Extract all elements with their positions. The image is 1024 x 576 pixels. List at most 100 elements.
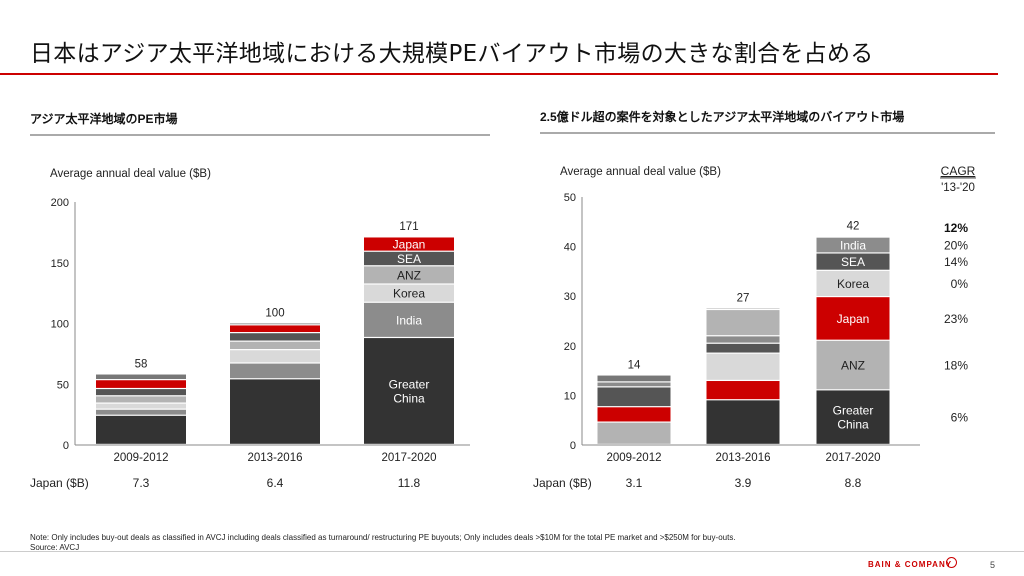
right-bar-segment <box>597 375 671 382</box>
right-japan-value: 3.1 <box>626 476 643 490</box>
footnote: Note: Only includes buy-out deals as cla… <box>30 533 736 553</box>
right-japan-row-label: Japan ($B) <box>533 476 592 490</box>
right-x-tick-label: 2013-2016 <box>716 452 771 464</box>
left-bar-segment <box>230 350 320 363</box>
right-y-axis-label: Average annual deal value ($B) <box>560 166 721 178</box>
left-segment-label: ANZ <box>397 269 421 283</box>
right-bar-segment <box>706 336 780 343</box>
right-segment-label: Japan <box>837 312 870 326</box>
left-bar-segment <box>230 363 320 379</box>
right-y-tick-label: 20 <box>564 341 576 353</box>
left-segment-label: China <box>393 392 425 406</box>
left-bar-segment <box>96 374 186 380</box>
right-bar-total-label: 27 <box>737 293 750 305</box>
left-bar-segment <box>230 323 320 325</box>
right-segment-label: ANZ <box>841 359 865 373</box>
cagr-value: 0% <box>951 277 969 291</box>
right-y-tick-label: 30 <box>564 291 576 303</box>
left-y-axis-label: Average annual deal value ($B) <box>50 168 211 180</box>
right-bar-segment <box>816 253 890 270</box>
right-bar-segment <box>706 400 780 444</box>
left-bar-segment <box>96 389 186 396</box>
left-y-tick-label: 100 <box>51 319 69 331</box>
cagr-value: 18% <box>944 359 968 373</box>
footnote-source: Source: AVCJ <box>30 543 80 552</box>
left-japan-value: 11.8 <box>398 476 421 490</box>
right-segment-label: Korea <box>837 277 869 291</box>
right-y-tick-label: 50 <box>564 192 576 204</box>
title-rule <box>0 73 998 75</box>
right-segment-label: Greater <box>833 404 874 418</box>
right-x-tick-label: 2009-2012 <box>607 452 662 464</box>
right-y-tick-label: 0 <box>570 440 576 452</box>
left-x-tick-label: 2013-2016 <box>248 452 303 464</box>
right-bar-segment <box>706 310 780 336</box>
left-bar-segment <box>96 415 186 444</box>
right-bar-segment <box>816 237 890 253</box>
cagr-value: 14% <box>944 255 968 269</box>
right-bar-segment <box>597 407 671 422</box>
right-bar-total-label: 14 <box>628 360 641 372</box>
left-y-tick-label: 200 <box>51 197 69 209</box>
right-bar-total-label: 42 <box>847 221 860 233</box>
right-bar-segment <box>597 387 671 407</box>
cagr-header: CAGR <box>941 164 976 178</box>
right-panel-heading: 2.5億ドル超の案件を対象としたアジア太平洋地域のバイアウト市場 <box>540 109 904 124</box>
right-japan-value: 3.9 <box>735 476 752 490</box>
left-bar-segment <box>96 396 186 403</box>
left-bar-segment <box>364 284 454 302</box>
right-bar-segment <box>597 422 671 444</box>
left-bar-segment <box>364 251 454 266</box>
slide-title: 日本はアジア太平洋地域における大規模PEバイアウト市場の大きな割合を占める <box>30 41 874 67</box>
left-y-tick-label: 0 <box>63 440 69 452</box>
left-bar-total-label: 58 <box>135 359 148 371</box>
left-japan-value: 6.4 <box>267 476 284 490</box>
cagr-value: 20% <box>944 239 968 253</box>
left-bar-segment <box>96 380 186 388</box>
left-segment-label: India <box>396 313 422 327</box>
right-bar-segment <box>597 382 671 387</box>
left-y-tick-label: 150 <box>51 258 69 270</box>
left-bar-total-label: 100 <box>265 308 284 320</box>
left-segment-label: Greater <box>389 378 430 392</box>
left-panel-heading: アジア太平洋地域のPE市場 <box>30 111 178 126</box>
left-japan-row-label: Japan ($B) <box>30 476 89 490</box>
right-bar-segment <box>816 340 890 390</box>
right-bar-segment <box>816 270 890 296</box>
footer-rule <box>0 551 1024 552</box>
left-bar-segment <box>230 333 320 341</box>
right-segment-label: India <box>840 239 866 253</box>
left-bar-total-label: 171 <box>399 221 418 233</box>
cagr-total-value: 12% <box>944 221 968 235</box>
cagr-value: 6% <box>951 411 969 425</box>
left-bar-segment <box>96 403 186 409</box>
right-y-tick-label: 10 <box>564 390 576 402</box>
right-chart: 2.5億ドル超の案件を対象としたアジア太平洋地域のバイアウト市場 Average … <box>533 109 995 490</box>
left-bar-segment <box>230 325 320 333</box>
left-y-tick-label: 50 <box>57 379 69 391</box>
right-bar-segment <box>706 353 780 380</box>
left-segment-label: Korea <box>393 287 425 301</box>
cagr-value: 23% <box>944 312 968 326</box>
left-segment-label: Japan <box>393 238 426 252</box>
footnote-note: Note: Only includes buy-out deals as cla… <box>30 533 736 542</box>
left-segment-label: SEA <box>397 252 421 266</box>
left-japan-value: 7.3 <box>133 476 150 490</box>
right-japan-value: 8.8 <box>845 476 862 490</box>
right-bar-segment <box>816 297 890 340</box>
right-bar-segment <box>816 390 890 444</box>
brand-mark-icon <box>946 557 957 568</box>
right-bar-segment <box>706 381 780 400</box>
page-number: 5 <box>990 560 996 570</box>
brand-logo: BAIN & COMPANY <box>868 560 953 569</box>
right-segment-label: China <box>837 418 869 432</box>
left-chart: アジア太平洋地域のPE市場 Average annual deal value (… <box>30 111 490 490</box>
right-y-tick-label: 40 <box>564 242 576 254</box>
right-x-tick-label: 2017-2020 <box>826 452 881 464</box>
left-bar-segment <box>230 341 320 350</box>
left-bar-segment <box>364 237 454 251</box>
left-bar-segment <box>230 379 320 444</box>
left-bar-segment <box>364 302 454 337</box>
left-x-tick-label: 2017-2020 <box>382 452 437 464</box>
right-bar-segment <box>706 343 780 353</box>
